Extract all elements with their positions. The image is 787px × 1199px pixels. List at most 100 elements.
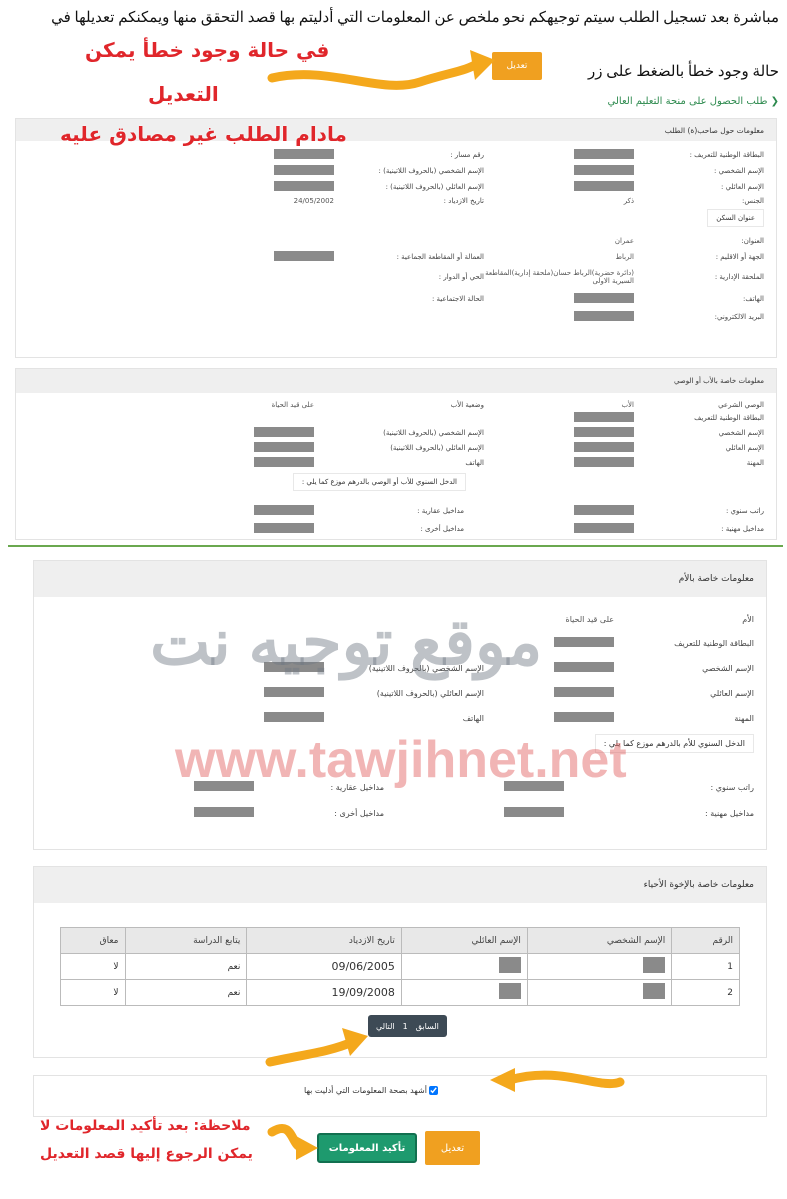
father-panel: معلومات خاصة بالأب أو الوصي الوصي الشرعي… [15,368,777,540]
field-label: الإسم الشخصي (بالحروف اللاتينية) [383,429,484,437]
field-label: الإسم العائلي : [721,183,764,191]
redacted-value [400,979,528,1006]
field-label: العمالة أو المقاطعة الجماعية : [396,253,484,261]
redacted-value [526,979,673,1006]
field-value: ذكر [623,197,634,205]
table-cell: لا [60,979,126,1006]
father-title: معلومات خاصة بالأب أو الوصي [16,369,776,393]
field-label: الجهة أو الاقليم : [715,253,764,261]
redacted-value [174,442,314,454]
field-label: الحالة الاجتماعية : [431,295,484,303]
field-label: تاريخ الازدياد : [443,197,484,205]
column-header: تاريخ الازدياد [246,927,402,954]
confirm-button[interactable]: تأكيد المعلومات [317,1133,417,1163]
field-label: الإسم الشخصي (بالحروف اللاتينية) [368,663,484,673]
column-header: الإسم العائلي [400,927,528,954]
field-label: وضعية الأب [450,401,484,409]
field-label: الملحقة الإدارية : [714,273,764,281]
redacted-value [464,505,634,517]
field-value: 24/05/2002 [293,197,334,205]
redacted-value [184,662,324,674]
pager-prev[interactable]: السابق [415,1021,439,1031]
field-value: الرباط [615,253,635,261]
siblings-title: معلومات خاصة بالإخوة الأحياء [34,867,766,903]
pagination: السابق 1 التالي [368,1015,447,1037]
attest-label: أشهد بصحة المعلومات التي أدليت بها [304,1086,427,1095]
redacted-value [384,781,564,793]
redacted-value [484,427,634,439]
field-label: مداخيل عقارية : [417,507,464,515]
redacted-value [484,662,614,674]
edit-button[interactable]: تعديل [425,1131,480,1165]
intro-line-2: حالة وجود خطأ بالضغط على زر [587,64,779,80]
redacted-value [484,165,634,177]
field-value: الأب [621,401,634,409]
column-header: الرقم [671,927,740,954]
attest-checkbox[interactable] [428,1086,438,1095]
redacted-value [174,523,314,535]
annotation-2: التعديل [148,82,219,106]
applicant-title: معلومات حول صاحب(ة) الطلب [16,119,776,141]
table-cell: 1 [671,953,740,980]
breadcrumb[interactable]: ❮ طلب الحصول على منحة التعليم العالي [607,96,779,107]
intro-edit-button[interactable]: تعديل [492,52,542,80]
field-label: الإسم الشخصي [702,663,754,673]
field-label: البطاقة الوطنية للتعريف : [689,151,764,159]
redacted-value [114,781,254,793]
address-title: عنوان السكن [707,209,764,227]
field-value: على قيد الحياة [271,401,314,409]
field-label: مداخيل مهنية : [721,525,764,533]
redacted-value [184,712,324,724]
redacted-value [214,165,334,177]
intro-line-1: مباشرة بعد تسجيل الطلب سيتم توجيهكم نحو … [51,10,779,26]
field-label: الأم [742,615,754,624]
table-cell: 2 [671,979,740,1006]
redacted-value [400,953,528,980]
redacted-value [184,687,324,699]
redacted-value [174,427,314,439]
field-label: الهاتف [465,459,484,467]
field-value: عمران [614,237,634,245]
redacted-value [484,311,634,323]
pager-next[interactable]: التالي [376,1021,395,1031]
field-label: المهنة [746,459,764,467]
field-value: على قيد الحياة [565,615,614,624]
field-label: الحي أو الدوار : [438,273,484,281]
redacted-value [214,149,334,161]
note-line-1: ملاحظة: بعد تأكيد المعلومات لا [40,1118,251,1134]
redacted-value [484,712,614,724]
siblings-table: الرقم الإسم الشخصي الإسم العائلي تاريخ الاز… [60,927,740,1006]
field-label: الإسم الشخصي : [713,167,764,175]
field-label: راتب سنوي : [725,507,764,515]
field-label: الإسم العائلي (بالحروف اللاتينية) [376,688,484,698]
field-label: مداخيل أخرى : [334,808,384,818]
chevron-icon: ❮ [767,96,779,107]
annotation-1: في حالة وجود خطأ يمكن [85,38,330,62]
note-line-2: يمكن الرجوع إليها قصد التعديل [40,1146,253,1162]
field-label: الهاتف: [743,295,764,303]
field-label: الإسم العائلي (بالحروف اللاتينية) [390,444,484,452]
redacted-value [174,505,314,517]
field-label: البريد الالكتروني: [714,313,764,321]
annotation-3: مادام الطلب غير مصادق عليه [60,122,347,146]
column-header: الإسم الشخصي [526,927,673,954]
pager-page[interactable]: 1 [402,1021,408,1031]
redacted-value [484,637,614,649]
attest-checkbox-row[interactable]: أشهد بصحة المعلومات التي أدليت بها [304,1086,438,1095]
field-label: الإسم العائلي (بالحروف اللاتينية) : [385,183,484,191]
field-label: رقم مسار : [450,151,484,159]
column-header: يتابع الدراسة [124,927,248,954]
mother-income-title: الدخل السنوي للأم بالدرهم موزع كما يلي : [594,734,754,753]
field-label: الإسم الشخصي (بالحروف اللاتينية) : [378,167,484,175]
field-label: الإسم العائلي [710,688,754,698]
field-label: الوصي الشرعي [718,401,764,409]
field-value: (دائرة حضرية)الرباط حسان(ملحقة إدارية)ال… [485,269,634,285]
field-label: مداخيل أخرى : [420,525,464,533]
field-label: راتب سنوي : [710,782,754,792]
mother-title: معلومات خاصة بالأم [34,561,766,597]
field-label: الهاتف [462,713,484,723]
field-label: المهنة [734,713,754,723]
redacted-value [484,293,634,305]
redacted-value [526,953,673,980]
field-label: الجنس: [742,197,764,205]
